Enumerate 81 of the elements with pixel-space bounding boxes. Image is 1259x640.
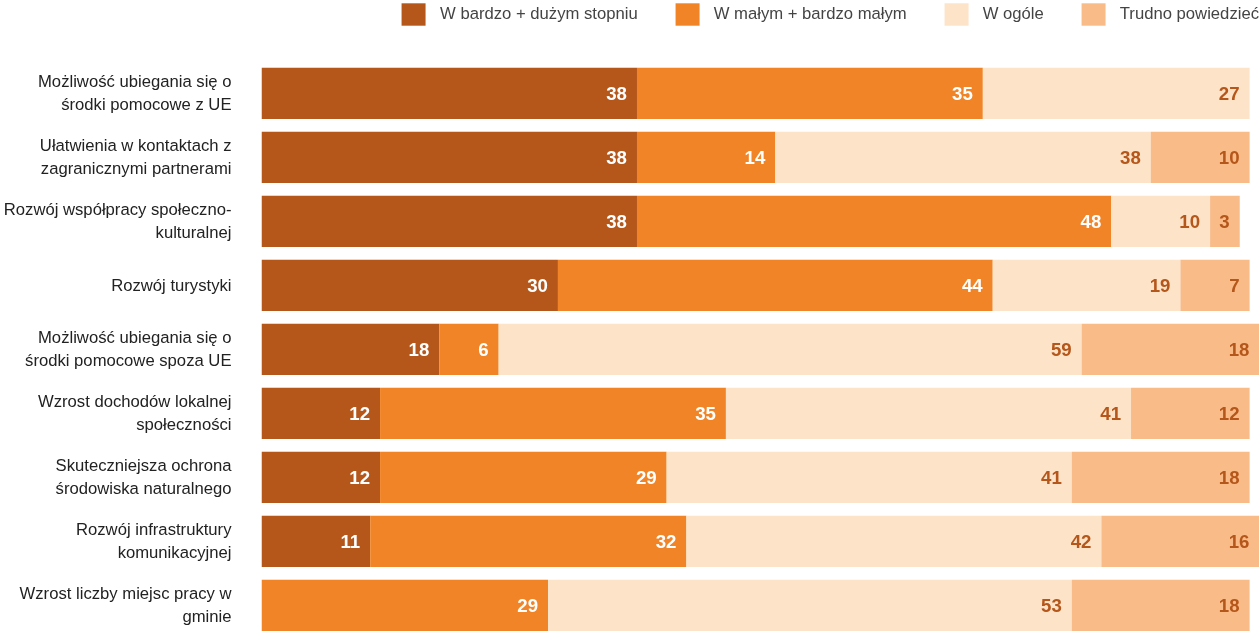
bar xyxy=(1071,451,1250,503)
data-label: 18 xyxy=(1218,466,1240,488)
data-label: 38 xyxy=(606,82,627,104)
y-tick-label: Skuteczniejsza ochrona środowiska naturalnego xyxy=(55,456,233,499)
data-label: 18 xyxy=(1228,338,1250,360)
data-label: 41 xyxy=(1100,402,1122,424)
legend-label: W ogóle xyxy=(982,4,1044,24)
bar xyxy=(261,131,637,183)
data-label: 12 xyxy=(1218,402,1240,424)
data-label: 32 xyxy=(655,530,677,552)
bar xyxy=(261,387,381,439)
data-label: 18 xyxy=(1218,594,1240,616)
y-tick-label: Ułatwienia w kontaktach z zagranicznymi partnerami xyxy=(39,136,232,179)
data-label: 35 xyxy=(695,402,716,424)
bar xyxy=(261,451,381,503)
bar xyxy=(1071,579,1250,631)
bar xyxy=(439,323,499,375)
y-tick-label: Możliwość ubiegania się o środki pomocowe spoza UE xyxy=(25,328,232,371)
data-label: 3 xyxy=(1219,210,1230,232)
data-label: 53 xyxy=(1041,594,1062,616)
y-tick-label: Rozwój turystyki xyxy=(111,275,232,295)
data-label: 12 xyxy=(349,466,371,488)
bar xyxy=(557,259,993,311)
bar xyxy=(548,579,1072,631)
legend-label: W bardzo + dużym stopniu xyxy=(440,4,638,24)
y-tick-label: Wzrost liczby miejsc pracy w gminie xyxy=(19,584,233,627)
bar xyxy=(261,323,440,375)
data-label: 29 xyxy=(517,594,539,616)
y-tick-label: Wzrost dochodów lokalnej społeczności xyxy=(38,392,232,435)
bar xyxy=(1081,323,1259,375)
data-label: 18 xyxy=(408,338,430,360)
data-label: 6 xyxy=(478,338,489,360)
legend-label: W małym + bardzo małym xyxy=(713,4,907,24)
data-label: 19 xyxy=(1149,274,1171,296)
data-label: 38 xyxy=(606,210,627,232)
data-label: 59 xyxy=(1050,338,1072,360)
bar xyxy=(1210,195,1240,247)
data-label: 10 xyxy=(1179,210,1201,232)
data-label: 44 xyxy=(961,274,984,296)
y-tick-label: Rozwój współpracy społeczno-kulturalnej xyxy=(3,200,232,243)
bar xyxy=(1150,131,1250,183)
data-label: 41 xyxy=(1041,466,1062,488)
bar xyxy=(982,67,1250,119)
data-label: 27 xyxy=(1218,82,1240,104)
bar xyxy=(666,451,1072,503)
bar xyxy=(725,387,1132,439)
bar xyxy=(1101,515,1259,567)
data-label: 30 xyxy=(527,274,548,296)
bar xyxy=(261,67,637,119)
data-label: 35 xyxy=(952,82,973,104)
bar xyxy=(261,579,549,631)
data-label: 48 xyxy=(1080,210,1102,232)
bar xyxy=(261,195,637,247)
bar xyxy=(1180,259,1250,311)
bar xyxy=(261,515,371,567)
y-tick-label: Rozwój infrastruktury komunikacyjnej xyxy=(76,520,233,563)
data-label: 16 xyxy=(1228,530,1250,552)
data-label: 42 xyxy=(1070,530,1092,552)
bar xyxy=(686,515,1102,567)
data-label: 7 xyxy=(1229,274,1240,296)
data-label: 38 xyxy=(606,146,627,168)
bar xyxy=(992,259,1181,311)
bar xyxy=(370,515,687,567)
bar xyxy=(498,323,1082,375)
bar xyxy=(636,67,983,119)
data-label: 11 xyxy=(340,530,361,552)
data-label: 38 xyxy=(1120,146,1141,168)
data-label: 14 xyxy=(744,146,766,168)
data-label: 10 xyxy=(1218,146,1240,168)
bar xyxy=(380,387,726,439)
bar xyxy=(775,131,1151,183)
data-label: 12 xyxy=(349,402,371,424)
bar xyxy=(1131,387,1250,439)
bar xyxy=(380,451,667,503)
bar xyxy=(636,131,776,183)
y-tick-label: Możliwość ubiegania się o środki pomocowe z UE xyxy=(38,72,232,115)
bar xyxy=(636,195,1112,247)
bar xyxy=(1111,195,1211,247)
data-label: 29 xyxy=(635,466,657,488)
legend-label: Trudno powiedzieć xyxy=(1119,4,1259,24)
bar xyxy=(261,259,558,311)
